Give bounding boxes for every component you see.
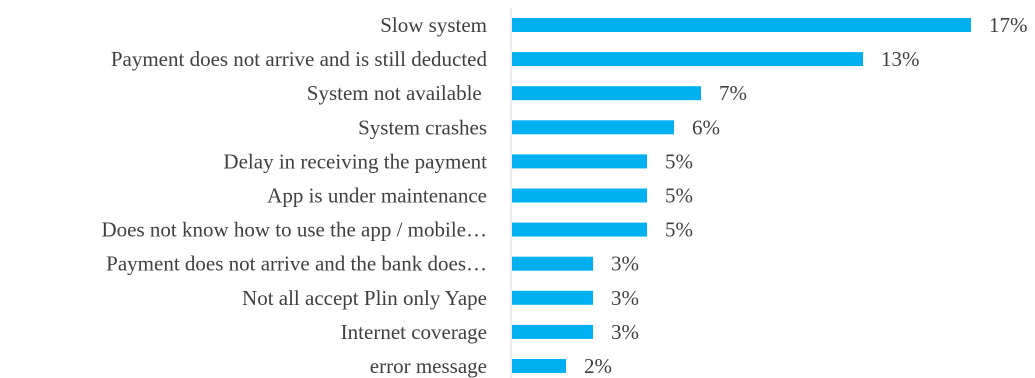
value-label: 13% bbox=[881, 47, 920, 71]
bar-1 bbox=[512, 52, 863, 67]
category-label: System crashes bbox=[358, 115, 487, 139]
category-label: App is under maintenance bbox=[267, 184, 487, 208]
bar-0 bbox=[512, 18, 971, 32]
value-label: 3% bbox=[611, 252, 639, 276]
value-label: 3% bbox=[611, 320, 639, 344]
bar-5 bbox=[512, 188, 647, 203]
value-label: 5% bbox=[665, 218, 693, 242]
value-label: 5% bbox=[665, 184, 693, 208]
value-label: 2% bbox=[584, 354, 612, 378]
category-labels-group: Slow system Payment does not arrive and i… bbox=[101, 13, 487, 378]
bar-3 bbox=[512, 120, 674, 135]
value-label: 3% bbox=[611, 286, 639, 310]
value-label: 6% bbox=[692, 115, 720, 139]
bar-6 bbox=[512, 222, 647, 237]
bar-9 bbox=[512, 324, 593, 339]
bars-group bbox=[512, 18, 971, 373]
category-label: error message bbox=[370, 354, 487, 378]
category-label: Does not know how to use the app / mobil… bbox=[101, 218, 487, 242]
bar-10 bbox=[512, 359, 566, 373]
category-label: Payment does not arrive and is still ded… bbox=[111, 47, 488, 71]
value-label: 17% bbox=[989, 13, 1028, 37]
category-label: Delay in receiving the payment bbox=[223, 149, 487, 173]
category-label: System not available bbox=[307, 81, 487, 105]
bar-2 bbox=[512, 86, 701, 101]
bar-4 bbox=[512, 154, 647, 169]
category-label: Internet coverage bbox=[341, 320, 487, 344]
value-label: 7% bbox=[719, 81, 747, 105]
category-label: Slow system bbox=[380, 13, 487, 37]
bar-7 bbox=[512, 256, 593, 271]
category-label: Not all accept Plin only Yape bbox=[242, 286, 487, 310]
bar-8 bbox=[512, 290, 593, 305]
value-label: 5% bbox=[665, 149, 693, 173]
category-label: Payment does not arrive and the bank doe… bbox=[106, 252, 487, 276]
value-labels-group: 17% 13% 7% 6% 5% 5% 5% 3% 3% 3% 2% bbox=[584, 13, 1028, 378]
